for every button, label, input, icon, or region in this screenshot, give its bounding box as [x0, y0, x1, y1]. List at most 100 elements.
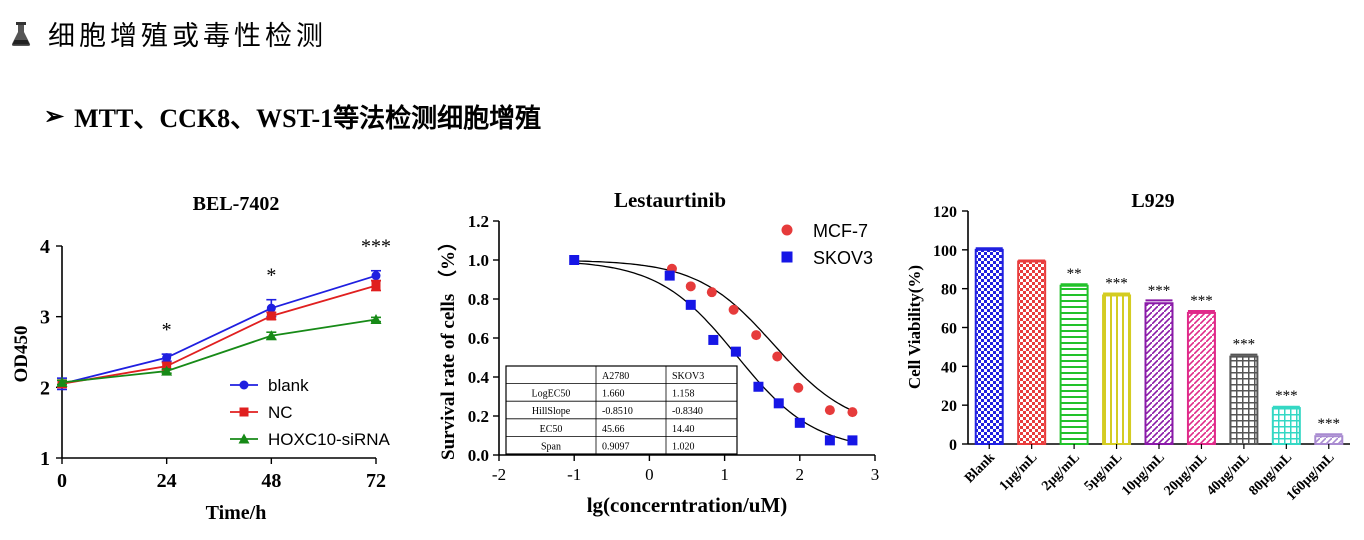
legend-label: blank — [268, 376, 309, 395]
data-point — [824, 405, 835, 416]
table-cell: 0.9097 — [602, 441, 630, 452]
legend-label: SKOV3 — [813, 248, 873, 268]
y-tick-label: 2 — [40, 377, 50, 399]
x-tick-label: Blank — [962, 450, 998, 486]
y-tick-label: 20 — [941, 398, 957, 415]
x-axis-label: lg(concerntration/uM) — [587, 493, 788, 517]
data-point — [751, 330, 762, 341]
data-point — [371, 271, 381, 281]
table-frame — [505, 365, 738, 455]
y-tick-label: 3 — [40, 307, 50, 329]
x-tick-label: -2 — [492, 465, 506, 484]
significance-label: *** — [1318, 416, 1341, 432]
data-point — [569, 255, 580, 265]
x-tick-label: 48 — [261, 470, 281, 492]
significance-label: *** — [1233, 337, 1256, 353]
bar — [1102, 294, 1132, 445]
data-point — [772, 351, 783, 362]
page-header: 细胞增殖或毒性检测 — [10, 14, 327, 53]
series-line — [61, 318, 377, 384]
bar — [1059, 284, 1089, 446]
table-cell: 14.40 — [672, 424, 695, 435]
fit-curve — [574, 262, 857, 444]
data-point — [664, 270, 675, 281]
flask-icon — [11, 21, 31, 46]
data-point — [730, 346, 741, 357]
chart-title: BEL-7402 — [193, 193, 280, 215]
subtitle: ➢ MTT、CCK8、WST-1等法检测细胞增殖 — [44, 98, 541, 135]
data-point — [824, 435, 835, 446]
x-tick-label: 72 — [366, 470, 386, 492]
y-axis-label: OD450 — [11, 326, 32, 383]
x-tick-label: 20μg/mL — [1162, 450, 1211, 499]
y-tick-label: 1.2 — [468, 212, 489, 231]
legend: MCF-7 SKOV3 — [781, 221, 873, 268]
y-tick-label: 4 — [40, 236, 50, 258]
x-tick-label: 24 — [157, 470, 177, 492]
x-tick-label: 40μg/mL — [1204, 450, 1253, 499]
x-tick-label: -1 — [567, 465, 581, 484]
data-point — [708, 334, 719, 345]
significance-label: * — [266, 265, 276, 287]
data-point — [265, 330, 277, 341]
data-point — [266, 303, 276, 313]
y-tick-label: 0 — [949, 437, 957, 454]
x-tick-label: 1 — [720, 465, 729, 484]
y-tick-label: 0.6 — [468, 329, 489, 348]
significance-label: *** — [361, 236, 391, 258]
table-cell: 1.660 — [602, 389, 625, 400]
legend-marker — [781, 224, 793, 236]
legend-marker — [781, 251, 793, 263]
significance-label: *** — [1275, 388, 1298, 404]
y-tick-label: 40 — [941, 359, 957, 376]
y-tick-label: 1.0 — [468, 251, 489, 270]
legend-marker — [239, 380, 249, 390]
data-point — [793, 382, 804, 393]
data-point — [56, 376, 68, 387]
y-tick-label: 0.8 — [468, 290, 489, 309]
data-point — [371, 281, 381, 291]
table-cell: A2780 — [602, 371, 629, 382]
x-tick-label: 2 — [796, 465, 805, 484]
page-title: 细胞增殖或毒性检测 — [48, 21, 327, 52]
series-line — [61, 284, 377, 385]
arrow-bullet-icon: ➢ — [44, 104, 65, 130]
significance-label: * — [162, 319, 172, 341]
bar — [1271, 407, 1301, 445]
significance-label: ** — [1067, 266, 1082, 282]
parameter-table: A2780 SKOV3 LogEC50 1.660 1.158 HillSlope -0.8… — [505, 365, 738, 455]
data-point — [773, 398, 784, 409]
significance-label: *** — [1190, 293, 1213, 309]
x-tick-label: 10μg/mL — [1119, 450, 1168, 499]
bar — [1314, 435, 1344, 446]
table-cell: LogEC50 — [532, 389, 571, 400]
data-point — [266, 311, 276, 321]
bar — [974, 248, 1004, 445]
significance-label: *** — [1105, 275, 1128, 291]
bar — [1186, 311, 1216, 445]
table-cell: -0.8340 — [672, 406, 703, 417]
bar — [1017, 260, 1047, 445]
y-tick-label: 60 — [941, 321, 957, 338]
data-point — [685, 281, 696, 292]
bar — [1144, 302, 1174, 445]
x-tick-label: 0 — [57, 470, 67, 492]
table-cell: -0.8510 — [602, 406, 633, 417]
y-axis-label: Survival rate of cells （%） — [436, 232, 459, 460]
chart-title: Lestaurtinib — [614, 188, 726, 212]
table-cell: SKOV3 — [672, 371, 704, 382]
x-tick-label: 0 — [645, 465, 654, 484]
table-cell: Span — [541, 441, 561, 452]
table-cell: 1.020 — [672, 441, 695, 452]
subtitle-text: MTT、CCK8、WST-1等法检测细胞增殖 — [74, 104, 542, 133]
table-cell: EC50 — [540, 424, 563, 435]
table-cell: 45.66 — [602, 424, 625, 435]
y-tick-label: 0.4 — [468, 368, 490, 387]
y-tick-label: 0.2 — [468, 407, 489, 426]
data-point — [706, 287, 717, 298]
legend: blank NC HOXC10-siRNA — [230, 376, 391, 449]
data-point — [685, 299, 696, 310]
data-point — [753, 381, 764, 392]
